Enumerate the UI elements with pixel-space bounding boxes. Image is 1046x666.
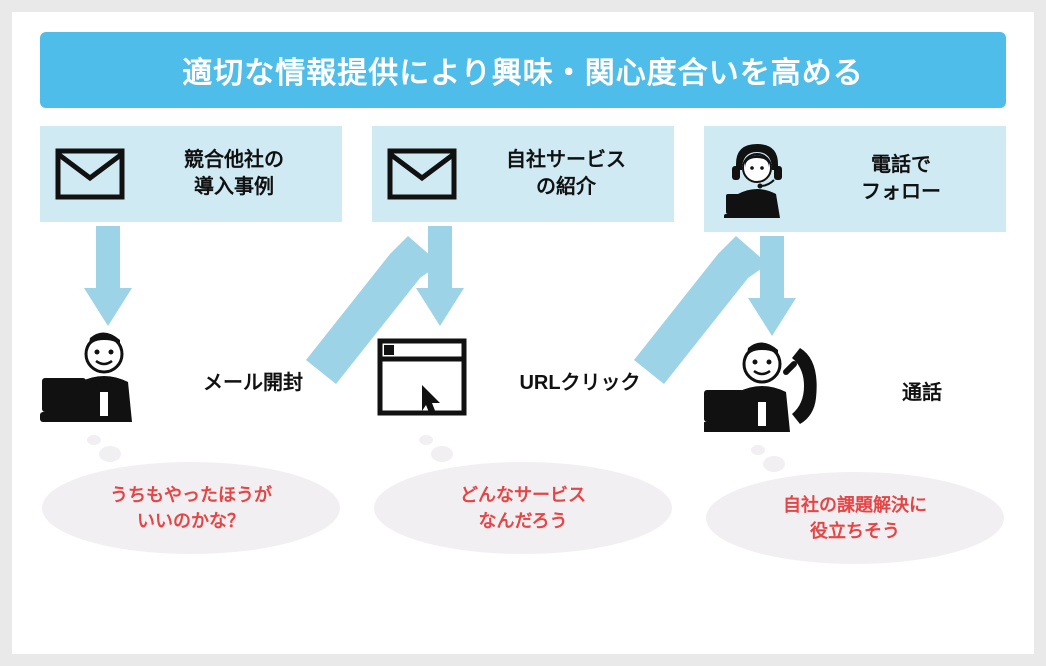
card-1: 競合他社の 導入事例	[40, 126, 342, 222]
operator-icon	[718, 140, 796, 218]
thought-3: 自社の課題解決に 役立ちそう	[704, 442, 1006, 564]
column-1: 競合他社の 導入事例	[40, 126, 342, 636]
headline-bar: 適切な情報提供により興味・関心度合いを高める	[40, 32, 1006, 108]
action-3: 通話	[704, 340, 1006, 440]
mail-icon	[54, 148, 126, 200]
thought-1-bubble: うちもやったほうが いいのかな？	[42, 462, 340, 554]
column-3: 電話で フォロー	[704, 126, 1006, 636]
card-1-label: 競合他社の 導入事例	[140, 147, 328, 201]
infographic-panel: 適切な情報提供により興味・関心度合いを高める	[12, 12, 1034, 654]
thought-tail-icon	[744, 442, 794, 476]
thought-1: うちもやったほうが いいのかな？	[40, 432, 342, 554]
person-phone-icon	[704, 342, 824, 438]
card-2: 自社サービス の紹介	[372, 126, 674, 222]
action-1: メール開封	[40, 330, 342, 430]
thought-2-bubble: どんなサービス なんだろう	[374, 462, 672, 554]
action-3-label: 通話	[838, 376, 1006, 405]
browser-click-icon	[372, 335, 472, 425]
thought-tail-icon	[80, 432, 130, 466]
action-1-label: メール開封	[164, 366, 342, 395]
thought-3-bubble: 自社の課題解決に 役立ちそう	[706, 472, 1004, 564]
action-2: URLクリック	[372, 330, 674, 430]
column-2: 自社サービス の紹介	[372, 126, 674, 636]
thought-tail-icon	[412, 432, 462, 466]
down-arrow-1	[84, 226, 132, 326]
card-3: 電話で フォロー	[704, 126, 1006, 232]
down-arrow-2	[416, 226, 464, 326]
thought-2: どんなサービス なんだろう	[372, 432, 674, 554]
mail-icon	[386, 148, 458, 200]
card-2-label: 自社サービス の紹介	[472, 147, 660, 201]
person-laptop-icon	[40, 332, 150, 428]
card-3-label: 電話で フォロー	[810, 152, 992, 206]
columns-row: 競合他社の 導入事例	[40, 126, 1006, 636]
down-arrow-3	[748, 236, 796, 336]
action-2-label: URLクリック	[486, 366, 674, 395]
